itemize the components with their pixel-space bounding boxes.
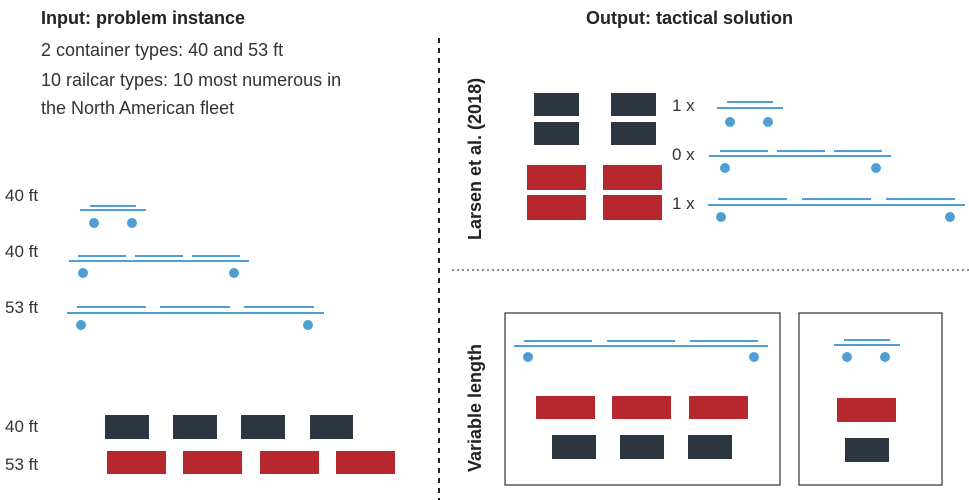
multiplier-2: 0 x	[672, 145, 695, 164]
containers-40ft-input	[105, 415, 353, 439]
railcar-types-text-2: the North American fleet	[41, 98, 235, 118]
variable-railcar-short	[834, 339, 900, 362]
input-heading: Input: problem instance	[41, 8, 246, 28]
variable-containers-long	[536, 396, 748, 459]
variable-railcar-box-long	[504, 312, 781, 486]
larsen-railcar-long	[708, 198, 965, 222]
container-label-40: 40 ft	[5, 417, 39, 436]
railcar-label-3: 53 ft	[5, 298, 39, 317]
container-types-text: 2 container types: 40 and 53 ft	[41, 40, 284, 60]
railcar-small-input	[80, 205, 146, 228]
railcar-medium-input	[69, 255, 249, 278]
railcar-label-2: 40 ft	[5, 242, 39, 261]
containers-53ft-input	[107, 451, 395, 474]
larsen-containers-40ft	[534, 93, 656, 145]
larsen-railcar-medium	[709, 150, 891, 173]
variable-railcar-long	[514, 340, 768, 362]
larsen-containers-53ft	[527, 165, 662, 220]
larsen-railcar-small	[717, 101, 783, 127]
container-label-53: 53 ft	[5, 455, 39, 474]
railcar-long-input	[67, 306, 324, 330]
output-heading: Output: tactical solution	[586, 8, 793, 28]
variable-railcar-box-short	[798, 312, 943, 486]
multiplier-1: 1 x	[672, 96, 695, 115]
railcar-label-1: 40 ft	[5, 186, 39, 205]
multiplier-3: 1 x	[672, 194, 695, 213]
variable-containers-short	[837, 398, 896, 462]
railcar-types-text-1: 10 railcar types: 10 most numerous in	[41, 70, 342, 90]
